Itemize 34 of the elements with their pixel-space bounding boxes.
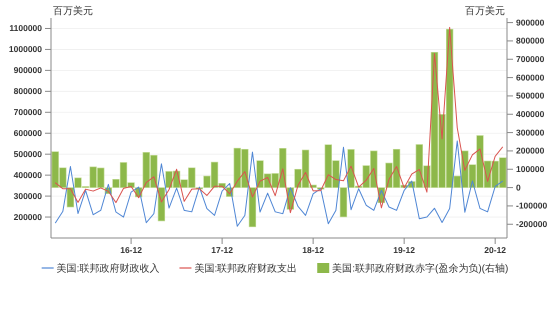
y2-tick-label: 300000	[516, 127, 545, 138]
legend-label: 美国:联邦政府财政赤字(盈余为负)(右轴)	[332, 262, 508, 274]
y2-tick-label: 0	[516, 182, 521, 192]
y-tick-label: 1000000	[8, 44, 42, 54]
y-tick-label: 300000	[14, 190, 42, 201]
y2-axis-title: 百万美元	[465, 5, 505, 17]
y2-tick-label: 600000	[516, 72, 545, 82]
y2-tick-label: -100000	[516, 200, 548, 211]
y-axis-title: 百万美元	[53, 5, 93, 17]
line-series	[54, 140, 504, 227]
x-tick-label: 16-12	[120, 245, 142, 256]
y-tick-label: 500000	[14, 148, 42, 159]
y2-tick-label: 500000	[516, 90, 545, 101]
y2-tick-label: 700000	[516, 54, 545, 64]
x-tick-label: 19-12	[393, 245, 416, 256]
y2-tick-label: 100000	[516, 164, 545, 174]
y2-tick-label: 400000	[516, 108, 545, 119]
x-tick-label: 20-12	[484, 245, 506, 256]
y2-tick-label: -200000	[516, 218, 548, 229]
y2-tick-label: 900000	[516, 17, 545, 28]
y-tick-label: 900000	[14, 65, 42, 76]
y2-tick-label: 200000	[516, 146, 545, 156]
x-tick-label: 17-12	[211, 245, 234, 256]
y-tick-label: 600000	[14, 128, 42, 138]
y-tick-label: 1100000	[9, 23, 42, 34]
x-tick-label: 18-12	[302, 245, 324, 256]
legend-label: 美国:联邦政府财政收入	[56, 262, 160, 274]
y-tick-label: 700000	[14, 107, 42, 118]
y-tick-label: 400000	[14, 170, 42, 180]
y2-tick-label: 800000	[516, 36, 545, 46]
y-tick-label: 200000	[14, 212, 42, 222]
legend-label: 美国:联邦政府财政支出	[194, 262, 298, 274]
y-tick-label: 800000	[14, 86, 42, 96]
line-series	[54, 26, 504, 214]
